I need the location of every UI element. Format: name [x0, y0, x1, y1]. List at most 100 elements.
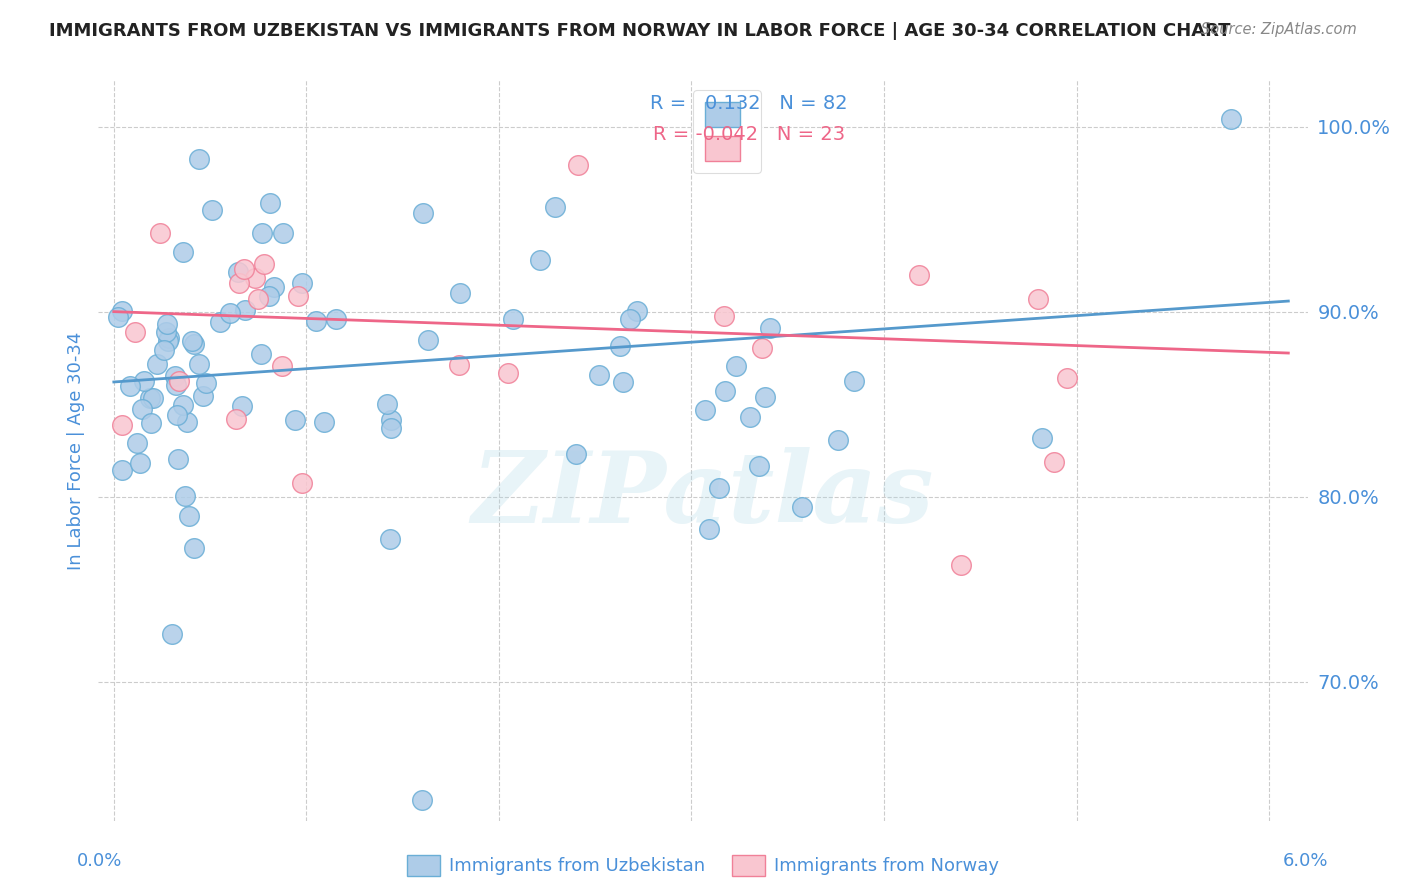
- Point: [748, 459, 770, 474]
- Point: [263, 280, 285, 294]
- Point: [172, 245, 194, 260]
- Point: [609, 339, 631, 353]
- Point: [1042, 455, 1064, 469]
- Point: [167, 452, 190, 467]
- Point: [107, 310, 129, 325]
- Point: [713, 310, 735, 324]
- Point: [194, 376, 217, 390]
- Point: [305, 314, 328, 328]
- Point: [183, 541, 205, 555]
- Point: [325, 312, 347, 326]
- Point: [132, 374, 155, 388]
- Point: [844, 374, 866, 388]
- Point: [146, 357, 169, 371]
- Point: [173, 489, 195, 503]
- Point: [249, 347, 271, 361]
- Point: [188, 357, 211, 371]
- Point: [156, 334, 179, 348]
- Point: [291, 475, 314, 490]
- Point: [246, 292, 269, 306]
- Point: [228, 277, 250, 291]
- Text: R =   0.132   N = 82: R = 0.132 N = 82: [650, 94, 848, 112]
- Point: [418, 333, 440, 347]
- Point: [270, 359, 292, 373]
- Point: [751, 341, 773, 355]
- Point: [565, 447, 588, 461]
- Point: [725, 359, 748, 373]
- Point: [312, 415, 335, 429]
- Point: [1031, 431, 1053, 445]
- Point: [177, 508, 200, 523]
- Point: [166, 408, 188, 422]
- Point: [827, 433, 849, 447]
- Point: [124, 325, 146, 339]
- Point: [1056, 371, 1078, 385]
- Text: 0.0%: 0.0%: [77, 852, 122, 870]
- Point: [697, 522, 720, 536]
- Point: [449, 285, 471, 300]
- Point: [252, 227, 274, 241]
- Point: [253, 256, 276, 270]
- Text: ZIPatlas: ZIPatlas: [472, 447, 934, 543]
- Point: [758, 321, 780, 335]
- Point: [173, 398, 195, 412]
- Point: [111, 303, 134, 318]
- Point: [908, 268, 931, 282]
- Point: [139, 391, 162, 405]
- Point: [714, 384, 737, 398]
- Point: [792, 500, 814, 515]
- Point: [257, 289, 280, 303]
- Point: [259, 196, 281, 211]
- Point: [120, 379, 142, 393]
- Point: [245, 270, 267, 285]
- Point: [176, 416, 198, 430]
- Point: [129, 456, 152, 470]
- Point: [529, 252, 551, 267]
- Legend: Immigrants from Uzbekistan, Immigrants from Norway: Immigrants from Uzbekistan, Immigrants f…: [401, 847, 1005, 883]
- Point: [139, 417, 162, 431]
- Point: [695, 402, 717, 417]
- Point: [219, 306, 242, 320]
- Point: [544, 200, 567, 214]
- Point: [188, 152, 211, 166]
- Point: [411, 793, 433, 807]
- Point: [125, 435, 148, 450]
- Point: [167, 374, 190, 388]
- Y-axis label: In Labor Force | Age 30-34: In Labor Force | Age 30-34: [66, 331, 84, 570]
- Point: [619, 312, 641, 326]
- Point: [754, 390, 776, 404]
- Point: [284, 412, 307, 426]
- Point: [707, 481, 730, 495]
- Point: [447, 358, 470, 372]
- Point: [626, 304, 648, 318]
- Point: [740, 410, 762, 425]
- Point: [231, 399, 253, 413]
- Point: [155, 325, 177, 339]
- Text: IMMIGRANTS FROM UZBEKISTAN VS IMMIGRANTS FROM NORWAY IN LABOR FORCE | AGE 30-34 : IMMIGRANTS FROM UZBEKISTAN VS IMMIGRANTS…: [49, 22, 1230, 40]
- Point: [225, 412, 247, 426]
- Point: [226, 265, 249, 279]
- Point: [208, 315, 231, 329]
- Point: [412, 206, 434, 220]
- Point: [271, 226, 294, 240]
- Point: [378, 533, 401, 547]
- Point: [1219, 112, 1241, 127]
- Text: R = -0.042   N = 23: R = -0.042 N = 23: [652, 125, 845, 144]
- Point: [183, 337, 205, 351]
- Point: [287, 289, 309, 303]
- Point: [496, 366, 519, 380]
- Point: [502, 311, 524, 326]
- Point: [180, 334, 202, 348]
- Point: [165, 378, 187, 392]
- Legend: , : ,: [693, 90, 761, 173]
- Point: [1026, 293, 1049, 307]
- Point: [160, 626, 183, 640]
- Point: [153, 343, 176, 357]
- Point: [191, 389, 214, 403]
- Point: [291, 276, 314, 290]
- Point: [233, 261, 256, 276]
- Point: [567, 158, 589, 172]
- Point: [377, 397, 399, 411]
- Point: [111, 417, 134, 432]
- Point: [142, 391, 165, 405]
